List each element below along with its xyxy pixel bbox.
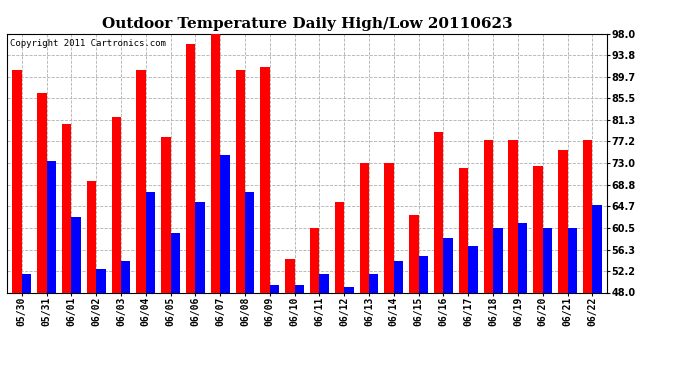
Bar <box>558 150 567 292</box>
Bar <box>285 259 295 292</box>
Bar <box>434 132 444 292</box>
Bar <box>146 192 155 292</box>
Bar <box>310 228 319 292</box>
Bar <box>87 181 96 292</box>
Bar <box>211 34 220 292</box>
Bar <box>245 192 255 292</box>
Bar <box>592 204 602 292</box>
Bar <box>195 202 205 292</box>
Bar <box>469 246 477 292</box>
Bar <box>62 124 71 292</box>
Bar <box>484 140 493 292</box>
Bar <box>567 228 577 292</box>
Bar <box>335 202 344 292</box>
Bar <box>409 215 419 292</box>
Bar <box>47 160 56 292</box>
Bar <box>12 70 22 292</box>
Bar <box>170 233 180 292</box>
Bar <box>270 285 279 292</box>
Bar <box>260 68 270 292</box>
Bar <box>344 287 354 292</box>
Bar <box>295 285 304 292</box>
Text: Copyright 2011 Cartronics.com: Copyright 2011 Cartronics.com <box>10 39 166 48</box>
Bar <box>161 137 170 292</box>
Bar <box>359 163 369 292</box>
Bar <box>235 70 245 292</box>
Bar <box>384 163 394 292</box>
Bar <box>419 256 428 292</box>
Bar <box>112 117 121 292</box>
Bar <box>220 155 230 292</box>
Bar <box>533 166 543 292</box>
Bar <box>137 70 146 292</box>
Bar <box>319 274 329 292</box>
Bar <box>96 269 106 292</box>
Bar <box>493 228 502 292</box>
Bar <box>583 140 592 292</box>
Bar <box>37 93 47 292</box>
Bar <box>518 223 527 292</box>
Bar <box>459 168 469 292</box>
Bar <box>394 261 403 292</box>
Bar <box>369 274 379 292</box>
Bar <box>543 228 552 292</box>
Bar <box>71 217 81 292</box>
Bar <box>22 274 31 292</box>
Bar <box>186 44 195 292</box>
Bar <box>444 238 453 292</box>
Bar <box>509 140 518 292</box>
Bar <box>121 261 130 292</box>
Title: Outdoor Temperature Daily High/Low 20110623: Outdoor Temperature Daily High/Low 20110… <box>101 17 513 31</box>
